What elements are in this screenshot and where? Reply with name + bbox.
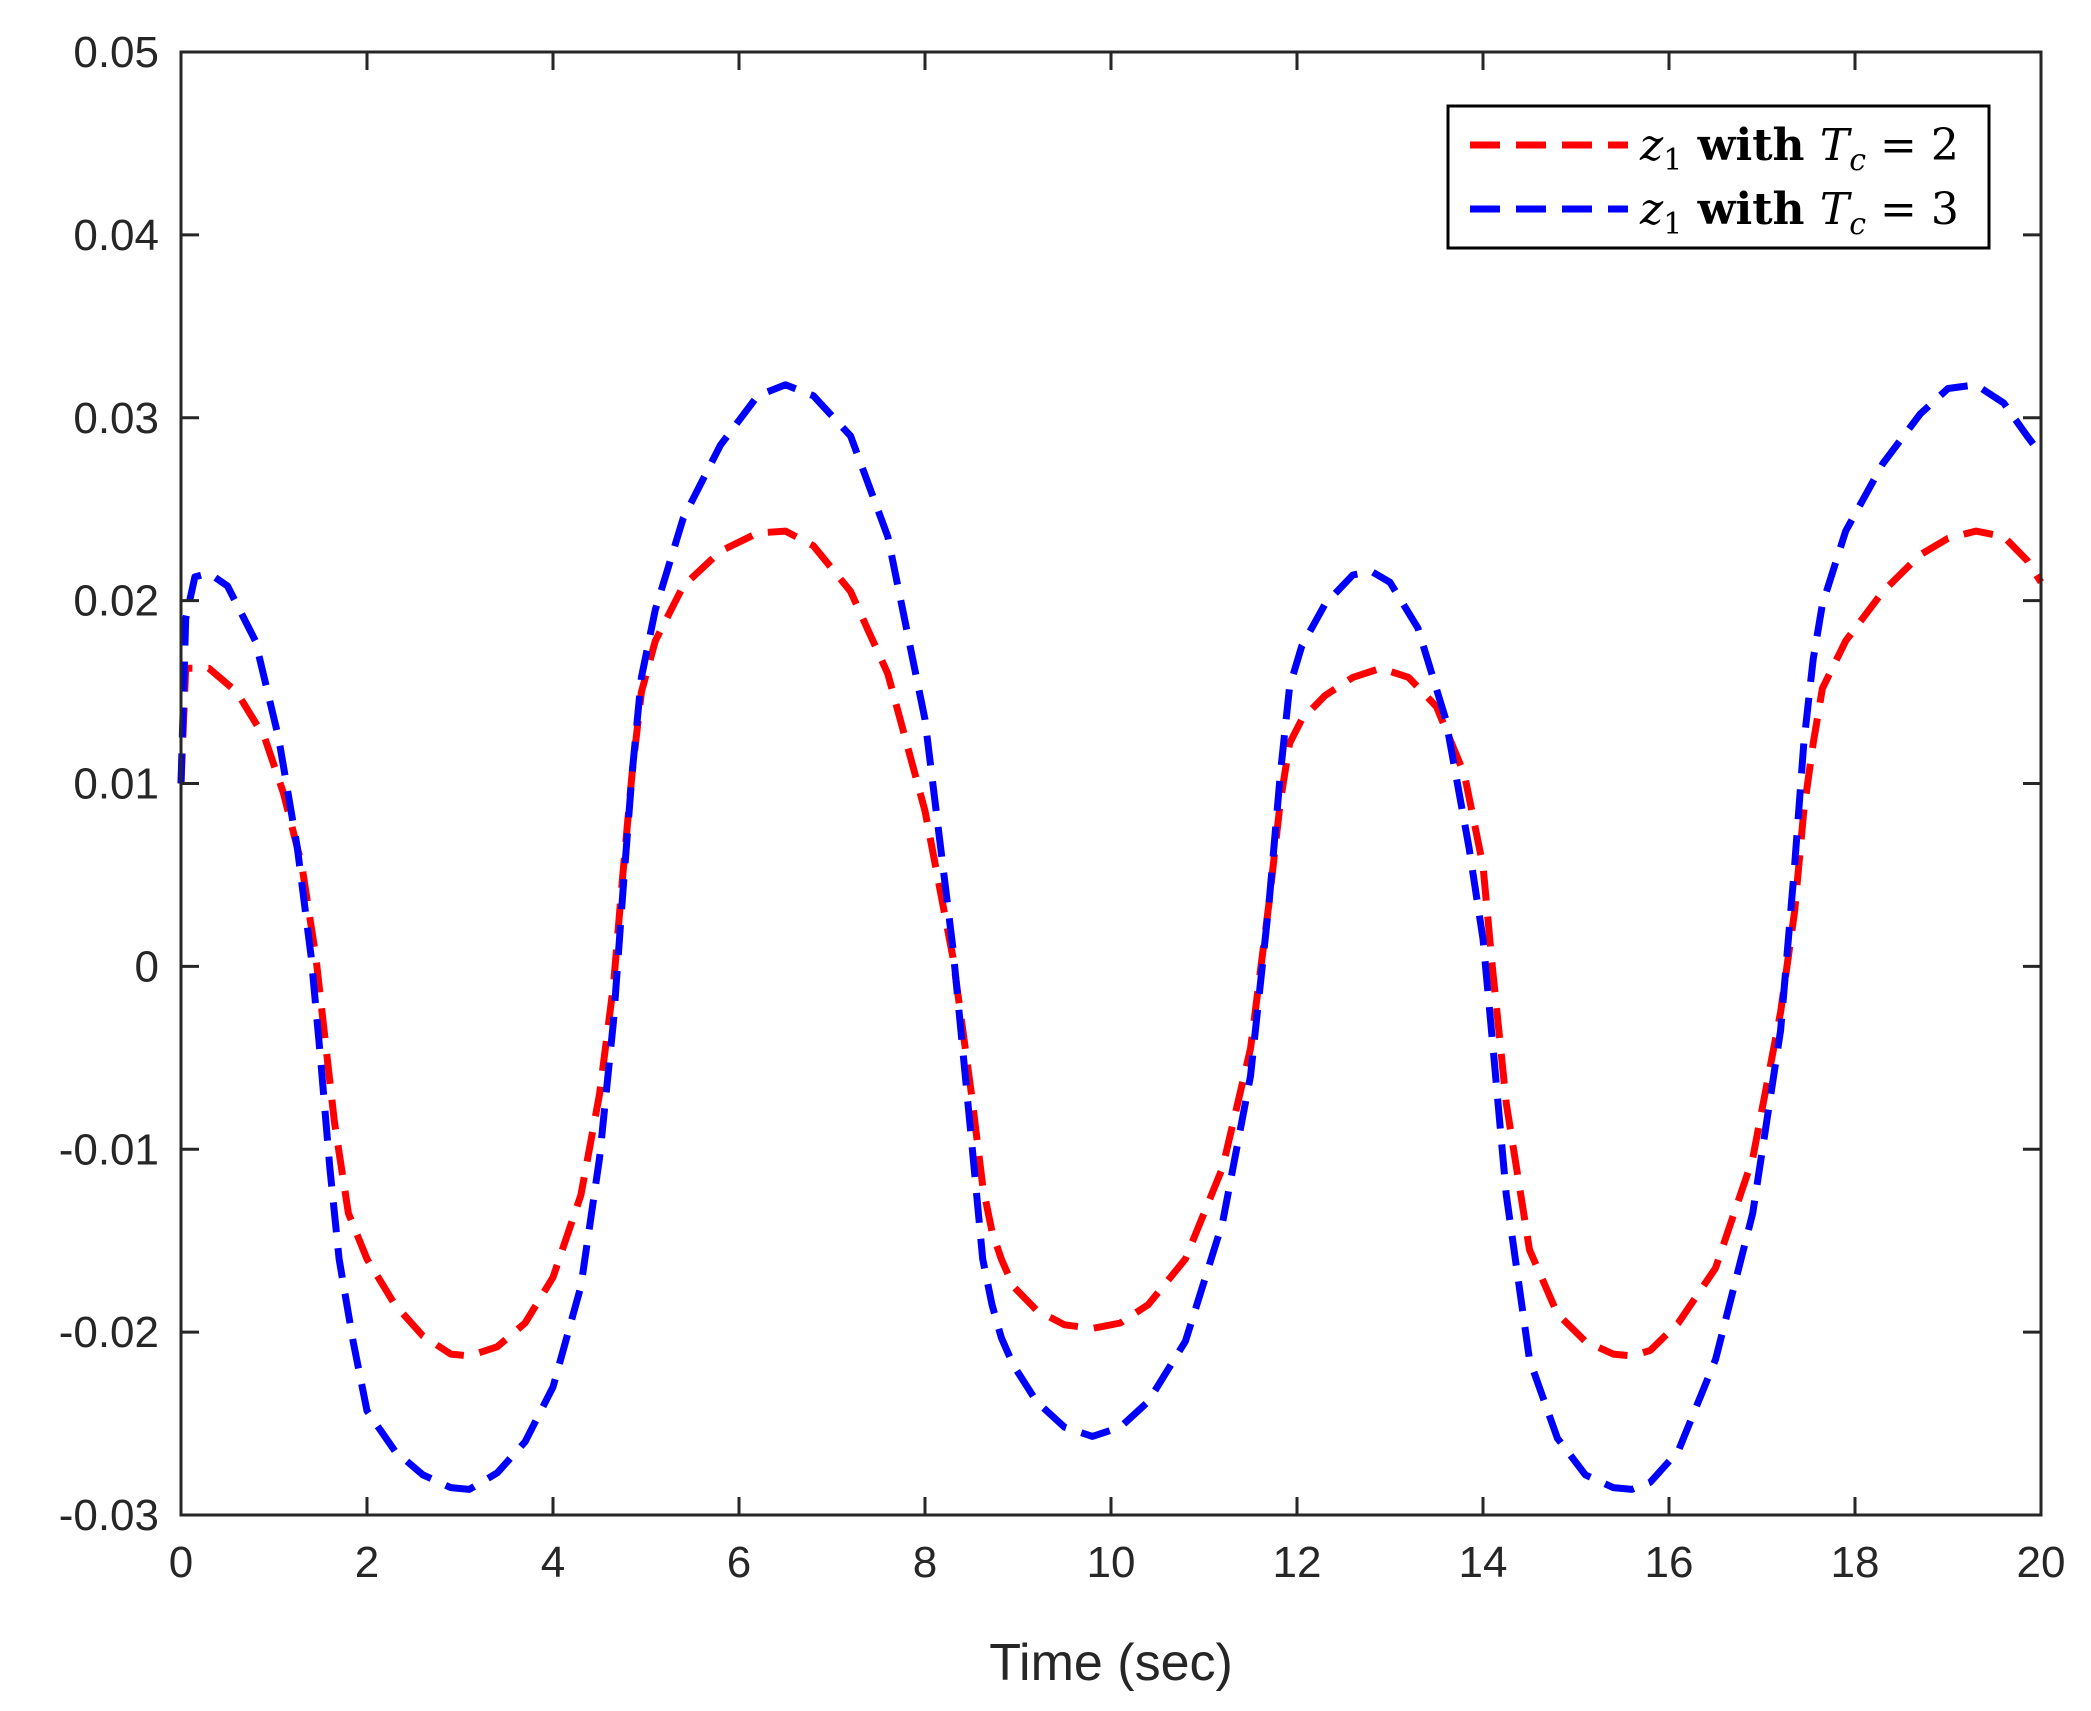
x-tick-label: 16 xyxy=(1645,1538,1694,1587)
x-tick-label: 10 xyxy=(1087,1538,1136,1587)
y-tick-label: -0.01 xyxy=(59,1125,159,1174)
y-tick-label: -0.02 xyxy=(59,1308,159,1357)
x-tick-label: 14 xyxy=(1459,1538,1508,1587)
x-tick-label: 4 xyxy=(541,1538,565,1587)
y-tick-label: 0.03 xyxy=(73,394,159,443)
legend: z1 with Tc = 2 z1 with Tc = 3 xyxy=(1446,104,1991,250)
ticks-layer: 0 2 4 6 8 10 12 14 16 18 20 -0.03 -0.02 -0.01 0 0.01 0.0… xyxy=(59,28,2066,1587)
x-tick-label: 0 xyxy=(169,1538,193,1587)
y-tick-label: 0.02 xyxy=(73,577,159,626)
legend-label-2: z1 with Tc = 3 xyxy=(1639,184,1959,242)
x-axis-title: Time (sec) xyxy=(989,1634,1233,1692)
legend-label-1: z1 with Tc = 2 xyxy=(1639,120,1959,178)
y-tick-label: 0.05 xyxy=(73,28,159,77)
series-line-2 xyxy=(177,381,2044,1493)
x-tick-label: 2 xyxy=(355,1538,379,1587)
y-tick-label: 0.04 xyxy=(73,211,159,260)
x-tick-label: 8 xyxy=(913,1538,937,1587)
series-line-1 xyxy=(177,527,2044,1360)
x-tick-label: 6 xyxy=(727,1538,751,1587)
y-tick-label: 0.01 xyxy=(73,760,159,809)
x-tick-label: 12 xyxy=(1273,1538,1322,1587)
x-tick-label: 18 xyxy=(1831,1538,1880,1587)
x-tick-label: 20 xyxy=(2017,1538,2066,1587)
y-tick-label: 0 xyxy=(135,942,159,991)
y-tick-label: -0.03 xyxy=(59,1491,159,1540)
series-layer xyxy=(177,381,2044,1493)
legend-box xyxy=(1446,104,1991,250)
